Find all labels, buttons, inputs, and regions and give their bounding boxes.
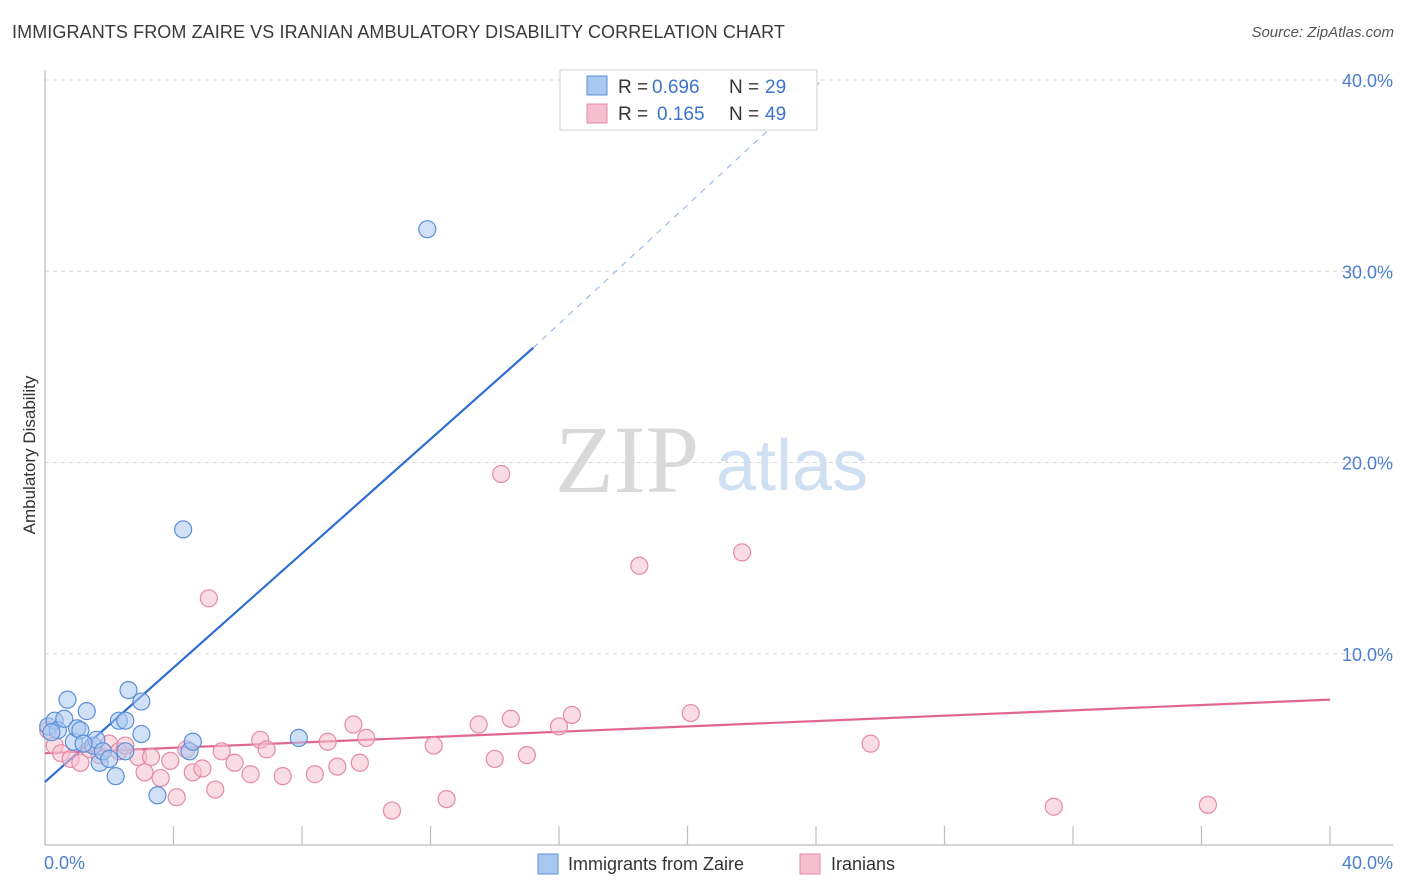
iranians-point-39 <box>517 746 536 765</box>
iranians-point-37 <box>485 749 504 769</box>
iranians-point-32 <box>357 728 376 748</box>
y-axis-label: Ambulatory Disability <box>20 375 39 534</box>
x-axis-ticks <box>44 826 1331 845</box>
legend-r-label-zaire: R = <box>618 77 648 98</box>
zaire-point-8 <box>77 702 96 721</box>
zaire-point-20 <box>132 692 151 711</box>
legend-r-label-iranians: R = <box>618 104 648 125</box>
iranians-point-25 <box>257 740 276 759</box>
bottom-legend-swatch-zaire <box>537 853 559 875</box>
y-tick-label-3: 40.0% <box>1342 71 1393 91</box>
grid-lines <box>45 79 1393 655</box>
iranians-point-15 <box>167 788 186 807</box>
legend-bottom: Immigrants from Zaire Iranians <box>537 853 895 875</box>
zaire-point-17 <box>116 742 135 761</box>
zaire-point-26 <box>418 220 437 239</box>
iranians-point-38 <box>501 709 520 728</box>
iranians-point-12 <box>141 747 161 767</box>
zaire-point-16 <box>116 711 135 730</box>
iranians-point-47 <box>1044 797 1063 816</box>
legend-n-value-zaire: 29 <box>765 77 786 98</box>
legend-n-value-iranians: 49 <box>765 104 786 125</box>
source-label: Source: ZipAtlas.com <box>1251 24 1394 41</box>
iranians-point-46 <box>861 734 880 753</box>
bottom-legend-label-iranians: Iranians <box>831 854 895 874</box>
iranians-point-34 <box>424 736 443 755</box>
zaire-point-27 <box>42 723 61 742</box>
zaire-point-25 <box>289 728 308 748</box>
iranians-point-48 <box>1198 795 1218 814</box>
iranians-point-27 <box>305 765 324 784</box>
iranians-point-11 <box>135 763 154 782</box>
iranians-point-40 <box>492 464 511 484</box>
legend-swatch-iranians <box>586 103 608 124</box>
trend-line-zaire <box>44 346 535 783</box>
legend-n-label-iranians: N = <box>729 104 759 125</box>
zaire-point-19 <box>132 724 151 744</box>
zaire-point-24 <box>183 732 202 751</box>
iranians-point-23 <box>241 765 260 784</box>
iranians-point-36 <box>469 715 488 734</box>
iranians-point-4 <box>71 753 90 772</box>
y-tick-label-2: 30.0% <box>1342 262 1393 282</box>
iranians-point-45 <box>733 543 752 562</box>
bottom-legend-swatch-iranians <box>799 853 821 875</box>
iranians-point-20 <box>206 780 225 799</box>
iranians-point-18 <box>193 759 212 778</box>
iranians-point-29 <box>328 757 347 776</box>
watermark-zip: ZIP <box>555 406 699 513</box>
zaire-point-28 <box>74 734 93 753</box>
iranians-point-19 <box>199 589 218 608</box>
zaire-point-21 <box>148 786 167 805</box>
watermark-atlas: atlas <box>716 426 868 506</box>
zaire-point-3 <box>55 709 74 728</box>
y-tick-label-0: 10.0% <box>1342 645 1393 665</box>
iranians-point-13 <box>151 768 170 788</box>
iranians-point-41 <box>549 717 569 736</box>
zaire-point-18 <box>119 680 138 700</box>
iranians-point-31 <box>350 753 369 772</box>
iranians-point-22 <box>225 753 244 772</box>
iranians-point-14 <box>161 751 180 770</box>
iranians-point-42 <box>562 705 581 725</box>
legend-swatch-zaire <box>586 75 608 96</box>
chart-title: IMMIGRANTS FROM ZAIRE VS IRANIAN AMBULAT… <box>12 22 785 42</box>
x-tick-label-max: 40.0% <box>1342 853 1393 873</box>
zaire-point-14 <box>106 767 125 786</box>
iranians-point-33 <box>382 801 402 820</box>
legend-r-value-iranians: 0.165 <box>657 104 705 125</box>
x-tick-label-min: 0.0% <box>44 853 85 873</box>
iranians-point-44 <box>681 703 700 723</box>
iranians-point-28 <box>318 732 337 751</box>
legend-top: R = 0.696 N = 29 R = 0.165 N = 49 <box>559 69 818 131</box>
legend-n-label-zaire: N = <box>729 77 759 98</box>
bottom-legend-label-zaire: Immigrants from Zaire <box>568 854 744 874</box>
zaire-point-4 <box>58 690 77 709</box>
legend-r-value-zaire: 0.696 <box>652 77 700 98</box>
iranians-point-21 <box>212 742 231 761</box>
iranians-point-26 <box>273 767 292 786</box>
iranians-point-35 <box>437 789 456 809</box>
data-points <box>39 220 1218 820</box>
zaire-point-22 <box>174 520 193 539</box>
zaire-point-13 <box>100 749 119 769</box>
iranians-point-43 <box>630 556 649 575</box>
iranians-point-30 <box>344 715 363 734</box>
y-tick-labels: 10.0% 20.0% 30.0% 40.0% <box>1342 71 1393 665</box>
y-tick-label-1: 20.0% <box>1342 454 1393 474</box>
